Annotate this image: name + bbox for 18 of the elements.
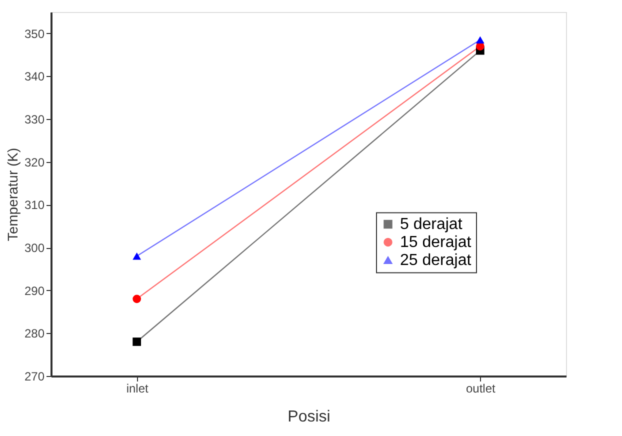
y-tick-label: 310 [24,198,45,212]
legend-label: 25 derajat [400,252,472,270]
y-tick-label: 290 [24,284,45,298]
point [132,294,142,304]
point [132,338,142,346]
x-axis-title: Posisi [288,408,330,426]
y-tick-label: 270 [24,370,45,384]
y-tick-label: 320 [24,155,45,170]
legend-label: 5 derajat [400,216,463,234]
x-tick-label: inlet [126,382,150,396]
y-axis-title: Temperatur (K) [4,148,20,242]
legend-label: 15 derajat [400,234,472,252]
y-tick-label: 330 [24,112,45,127]
y-tick-label: 300 [24,241,45,256]
x-tick-label: outlet [466,382,496,396]
y-tick-label: 280 [24,326,45,341]
y-tick-label: 350 [24,26,45,41]
y-tick-label: 340 [24,70,45,84]
